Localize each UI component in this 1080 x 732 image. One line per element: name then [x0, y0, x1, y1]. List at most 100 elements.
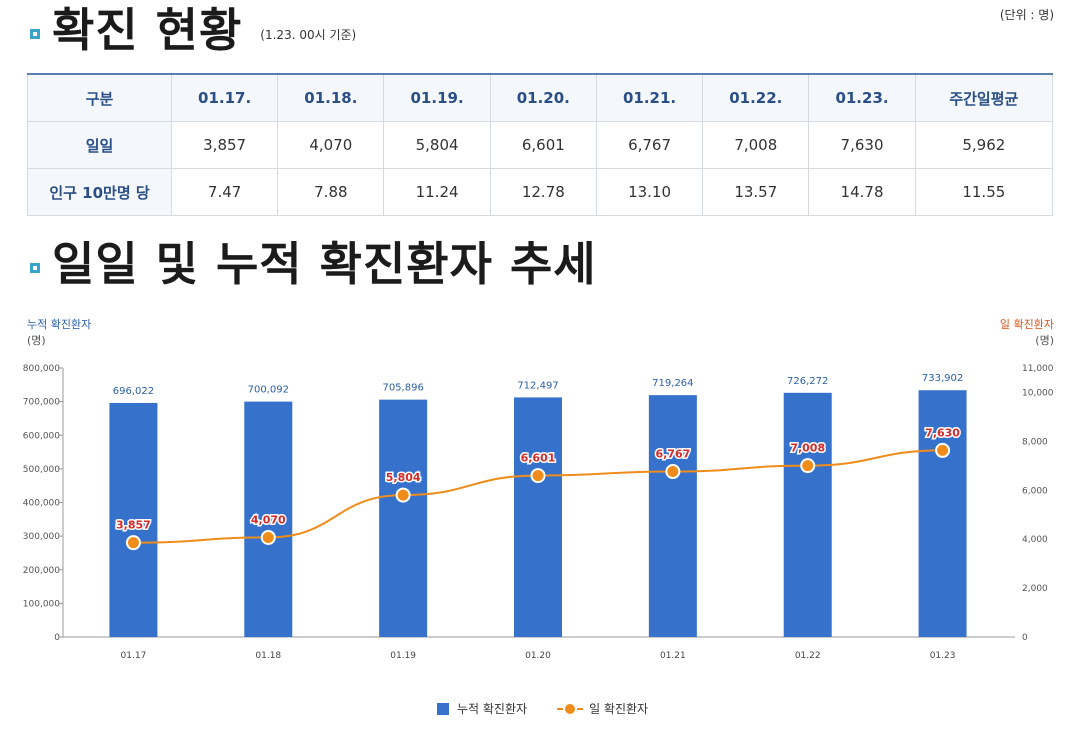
right-tick-label: 0: [1022, 633, 1028, 643]
left-tick-label: 800,000: [23, 364, 60, 374]
header-cell: 01.18.: [277, 73, 385, 122]
table-cell: 4,070: [277, 121, 385, 169]
left-tick-label: 200,000: [23, 566, 60, 576]
table-cell: 13.10: [595, 168, 704, 216]
bar-cumulative: [244, 401, 293, 637]
section-subtitle: (1.23. 00시 기준): [260, 27, 357, 42]
table-row: 일일 3,857 4,070 5,804 6,601 6,767 7,008 7…: [27, 121, 1054, 169]
header-cell: 01.19.: [383, 73, 491, 122]
line-value-label: 5,804: [386, 471, 421, 484]
line-value-label: 6,601: [521, 452, 556, 465]
line-value-label: 7,630: [925, 426, 960, 439]
table-cell: 7.47: [170, 168, 279, 216]
left-tick-label: 300,000: [23, 532, 60, 542]
table-cell: 11.24: [383, 168, 491, 216]
table-cell: 5,962: [914, 121, 1054, 169]
table-cell: 13.57: [702, 168, 810, 216]
header-cell: 01.17.: [170, 73, 279, 122]
bar-value-label: 696,022: [113, 386, 154, 397]
line-point-daily: [395, 487, 411, 503]
left-tick-label: 0: [54, 633, 60, 643]
bar-value-label: 733,902: [922, 373, 963, 384]
table-cell: 12.78: [489, 168, 597, 216]
trend-chart: 0 100,000 200,000 300,000 400,000 500,000 600,…: [23, 364, 1054, 661]
line-point-daily: [665, 464, 681, 480]
legend-item-cumulative: 누적 확진환자: [457, 702, 528, 716]
left-tick-label: 500,000: [23, 465, 60, 475]
row-label: 인구 10만명 당: [27, 168, 172, 216]
right-axis-unit: (명): [1035, 334, 1054, 347]
right-tick-label: 4,000: [1022, 535, 1048, 545]
legend-bar-swatch: [437, 702, 449, 715]
legend-item-daily: 일 확진환자: [589, 702, 649, 716]
line-value-label: 4,070: [251, 513, 286, 526]
bar-value-label: 705,896: [382, 383, 423, 394]
x-tick-label: 01.21: [660, 651, 686, 661]
bar-cumulative: [648, 395, 697, 637]
chart-legend: 누적 확진환자 일 확진환자: [437, 700, 648, 717]
table-cell: 7,630: [808, 121, 916, 169]
line-point-daily: [935, 442, 951, 458]
table-cell: 5,804: [383, 121, 491, 169]
table-cell: 7.88: [277, 168, 385, 216]
x-tick-label: 01.18: [255, 651, 281, 661]
header-cell: 01.21.: [595, 73, 704, 122]
right-tick-label: 2,000: [1022, 584, 1048, 594]
x-tick-label: 01.20: [525, 651, 551, 661]
section-title-text: 일일 및 누적 확진환자 추세: [52, 237, 597, 291]
section-title-trend: 일일 및 누적 확진환자 추세: [30, 228, 597, 294]
header-cell: 01.20.: [489, 73, 597, 122]
bar-cumulative: [379, 399, 428, 637]
table-header-row: 구분 01.17. 01.18. 01.19. 01.20. 01.21. 01…: [27, 73, 1054, 122]
left-axis-title: 누적 확진환자: [27, 318, 92, 331]
line-point-daily: [125, 535, 141, 551]
table-row: 인구 10만명 당 7.47 7.88 11.24 12.78 13.10 13…: [27, 168, 1054, 216]
line-value-label: 3,857: [116, 519, 151, 532]
square-bullet-icon: [30, 263, 40, 273]
header-cell: 01.22.: [702, 73, 810, 122]
left-tick-label: 700,000: [23, 398, 60, 408]
square-bullet-icon: [30, 29, 40, 39]
header-cell: 주간일평균: [914, 73, 1054, 122]
table-cell: 6,601: [489, 121, 597, 169]
legend-line-swatch: [557, 703, 584, 715]
table-cell: 14.78: [808, 168, 916, 216]
section-title-text: 확진 현황: [52, 3, 243, 57]
x-tick-label: 01.17: [121, 651, 147, 661]
table-cell: 7,008: [702, 121, 810, 169]
right-axis-title: 일 확진환자: [999, 318, 1054, 331]
left-axis-unit: (명): [27, 334, 46, 347]
table-cell: 11.55: [914, 168, 1054, 216]
table-cell: 6,767: [595, 121, 704, 169]
bar-cumulative: [783, 392, 832, 637]
bar-value-label: 712,497: [517, 380, 558, 391]
section-title-confirmed-status: 확진 현황 (1.23. 00시 기준): [30, 0, 356, 60]
confirmed-table: 구분 01.17. 01.18. 01.19. 01.20. 01.21. 01…: [27, 73, 1054, 216]
right-tick-label: 8,000: [1022, 437, 1048, 447]
bar-cumulative: [918, 390, 967, 637]
bar-value-label: 726,272: [787, 376, 828, 387]
header-cell: 01.23.: [808, 73, 916, 122]
row-label: 일일: [27, 121, 172, 169]
x-tick-label: 01.22: [795, 651, 821, 661]
unit-label: (단위 : 명): [999, 8, 1054, 22]
bar-value-label: 700,092: [248, 385, 289, 396]
right-tick-label: 6,000: [1022, 486, 1048, 496]
x-tick-label: 01.23: [930, 651, 956, 661]
line-point-daily: [530, 468, 546, 484]
line-value-label: 6,767: [655, 448, 690, 461]
line-point-daily: [260, 529, 276, 545]
right-tick-label: 11,000: [1022, 364, 1054, 374]
left-tick-label: 600,000: [23, 431, 60, 441]
left-tick-label: 400,000: [23, 499, 60, 509]
line-point-daily: [800, 458, 816, 474]
bar-cumulative: [109, 402, 158, 637]
bar-value-label: 719,264: [652, 378, 693, 389]
left-tick-label: 100,000: [23, 599, 60, 609]
line-value-label: 7,008: [790, 442, 825, 455]
right-tick-label: 10,000: [1022, 388, 1054, 398]
x-tick-label: 01.19: [390, 651, 416, 661]
table-cell: 3,857: [170, 121, 279, 169]
bar-cumulative: [514, 397, 562, 637]
header-cell: 구분: [27, 73, 172, 122]
